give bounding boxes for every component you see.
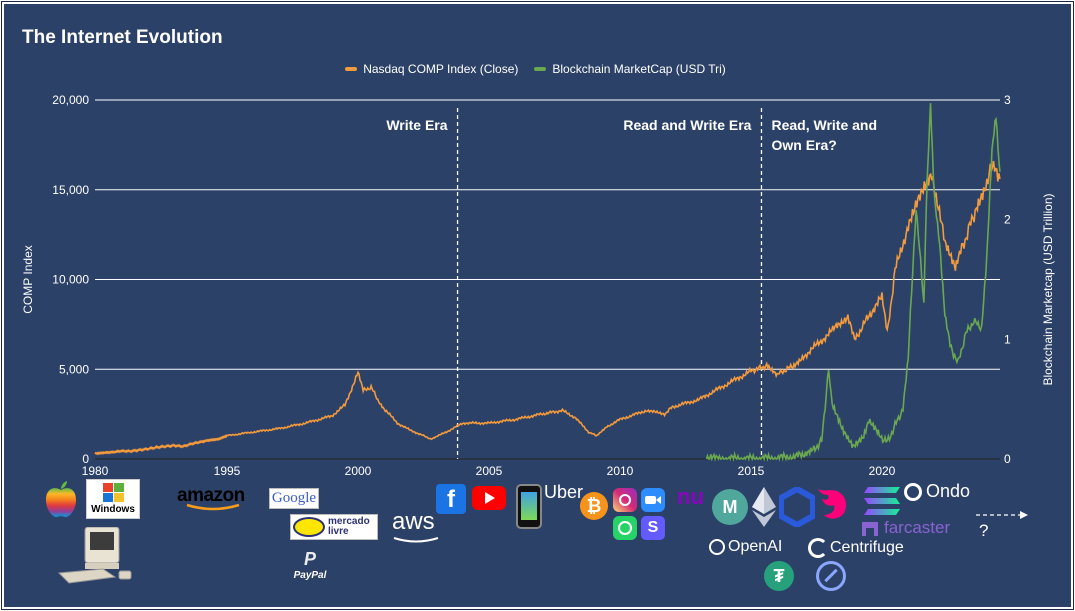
farcaster-logo-text: farcaster [884, 518, 951, 537]
centrifuge-icon [808, 538, 828, 558]
blockchain-series-line [705, 103, 1001, 462]
future-question-mark: ? [979, 521, 989, 540]
nubank-logo-text: nu [677, 484, 704, 509]
ondo-logo: Ondo [904, 481, 970, 502]
whatsapp-icon [613, 516, 637, 540]
amazon-logo-text: amazon [177, 485, 245, 506]
y-tick-label: 5,000 [59, 362, 89, 376]
windows-logo-icon: Windows [86, 479, 140, 519]
instagram-icon [613, 488, 637, 512]
legend-label-nasdaq: Nasdaq COMP Index (Close) [363, 62, 519, 76]
ondo-logo-text: Ondo [926, 481, 971, 501]
maker-icon: M [712, 489, 748, 525]
farcaster-logo: farcaster [860, 518, 950, 538]
era-label: Read and Write Era [623, 117, 751, 133]
legend-swatch-nasdaq [345, 67, 358, 71]
iphone-icon [516, 484, 542, 529]
bitcoin-icon: ₿ [580, 492, 608, 520]
y-tick-label: 0 [82, 452, 89, 466]
centrifuge-logo: Centrifuge [808, 538, 904, 558]
y-tick-label: 15,000 [52, 183, 89, 197]
openai-icon [709, 539, 725, 555]
ethereum-icon [752, 487, 776, 532]
legend-swatch-blockchain [534, 67, 547, 71]
x-tick-label: 1980 [82, 464, 109, 478]
y2-tick-label: 0 [1004, 452, 1011, 466]
tether-icon: ₮ [764, 561, 794, 591]
google-logo: Google [269, 488, 319, 509]
era-label: Read, Write and [771, 117, 877, 133]
centrifuge-logo-text: Centrifuge [830, 539, 904, 556]
openai-logo-text: OpenAI [728, 538, 783, 555]
uber-logo: Uber [544, 482, 583, 503]
chainlink-icon [778, 485, 816, 532]
x-tick-label: 2000 [345, 464, 372, 478]
reserve-icon [816, 561, 846, 591]
x-tick-label: 2005 [476, 464, 503, 478]
y-axis-title: COMP Index [21, 245, 35, 313]
legend-item-nasdaq[interactable]: Nasdaq COMP Index (Close) [345, 62, 518, 76]
x-tick-label: 1995 [214, 464, 241, 478]
future-arrow-icon [976, 508, 1028, 526]
aws-logo: aws [392, 508, 439, 543]
era-label: Write Era [386, 117, 447, 133]
aws-logo-text: aws [392, 508, 435, 535]
x-tick-label: 2015 [738, 464, 765, 478]
uber-logo-text: Uber [544, 482, 584, 502]
era-label: Own Era? [771, 137, 836, 153]
solana-icon [862, 485, 902, 522]
nubank-logo: nu [677, 484, 704, 510]
stripe-icon: S [641, 516, 665, 540]
ondo-icon [904, 482, 922, 501]
y2-tick-label: 3 [1004, 93, 1011, 107]
apple-logo-icon [44, 480, 78, 523]
y2-axis-title: Blockchain Marketcap (USD Trillion) [1041, 193, 1055, 385]
paypal-p-icon: P [303, 549, 316, 569]
y-tick-label: 20,000 [52, 93, 89, 107]
farcaster-icon [862, 522, 878, 536]
chart-title: The Internet Evolution [22, 27, 223, 48]
youtube-icon [472, 486, 506, 510]
handshake-icon [293, 517, 325, 537]
nasdaq-series-line [94, 160, 1001, 456]
paypal-logo-text: PayPal [293, 570, 327, 581]
mercado-livre-logo: mercado livre [290, 514, 378, 540]
mercado-livre-logo-text: mercado livre [328, 516, 370, 537]
legend-item-blockchain[interactable]: Blockchain MarketCap (USD Tri) [534, 62, 726, 76]
amazon-logo: amazon [177, 485, 245, 511]
legend-label-blockchain: Blockchain MarketCap (USD Tri) [552, 62, 726, 76]
openai-logo: OpenAI [709, 538, 782, 556]
google-logo-text: Google [271, 490, 317, 506]
chart-legend: Nasdaq COMP Index (Close) Blockchain Mar… [0, 62, 1071, 76]
uniswap-icon [812, 483, 852, 528]
x-tick-label: 2010 [607, 464, 634, 478]
paypal-logo: P PayPal [290, 549, 330, 581]
x-tick-label: 2020 [869, 464, 896, 478]
facebook-icon: f [436, 484, 466, 514]
windows-logo-text: Windows [91, 504, 135, 515]
y2-tick-label: 2 [1004, 213, 1011, 227]
macintosh-computer-icon [55, 526, 135, 592]
y2-tick-label: 1 [1004, 332, 1011, 346]
zoom-icon [641, 488, 665, 512]
y-tick-label: 10,000 [52, 273, 89, 287]
